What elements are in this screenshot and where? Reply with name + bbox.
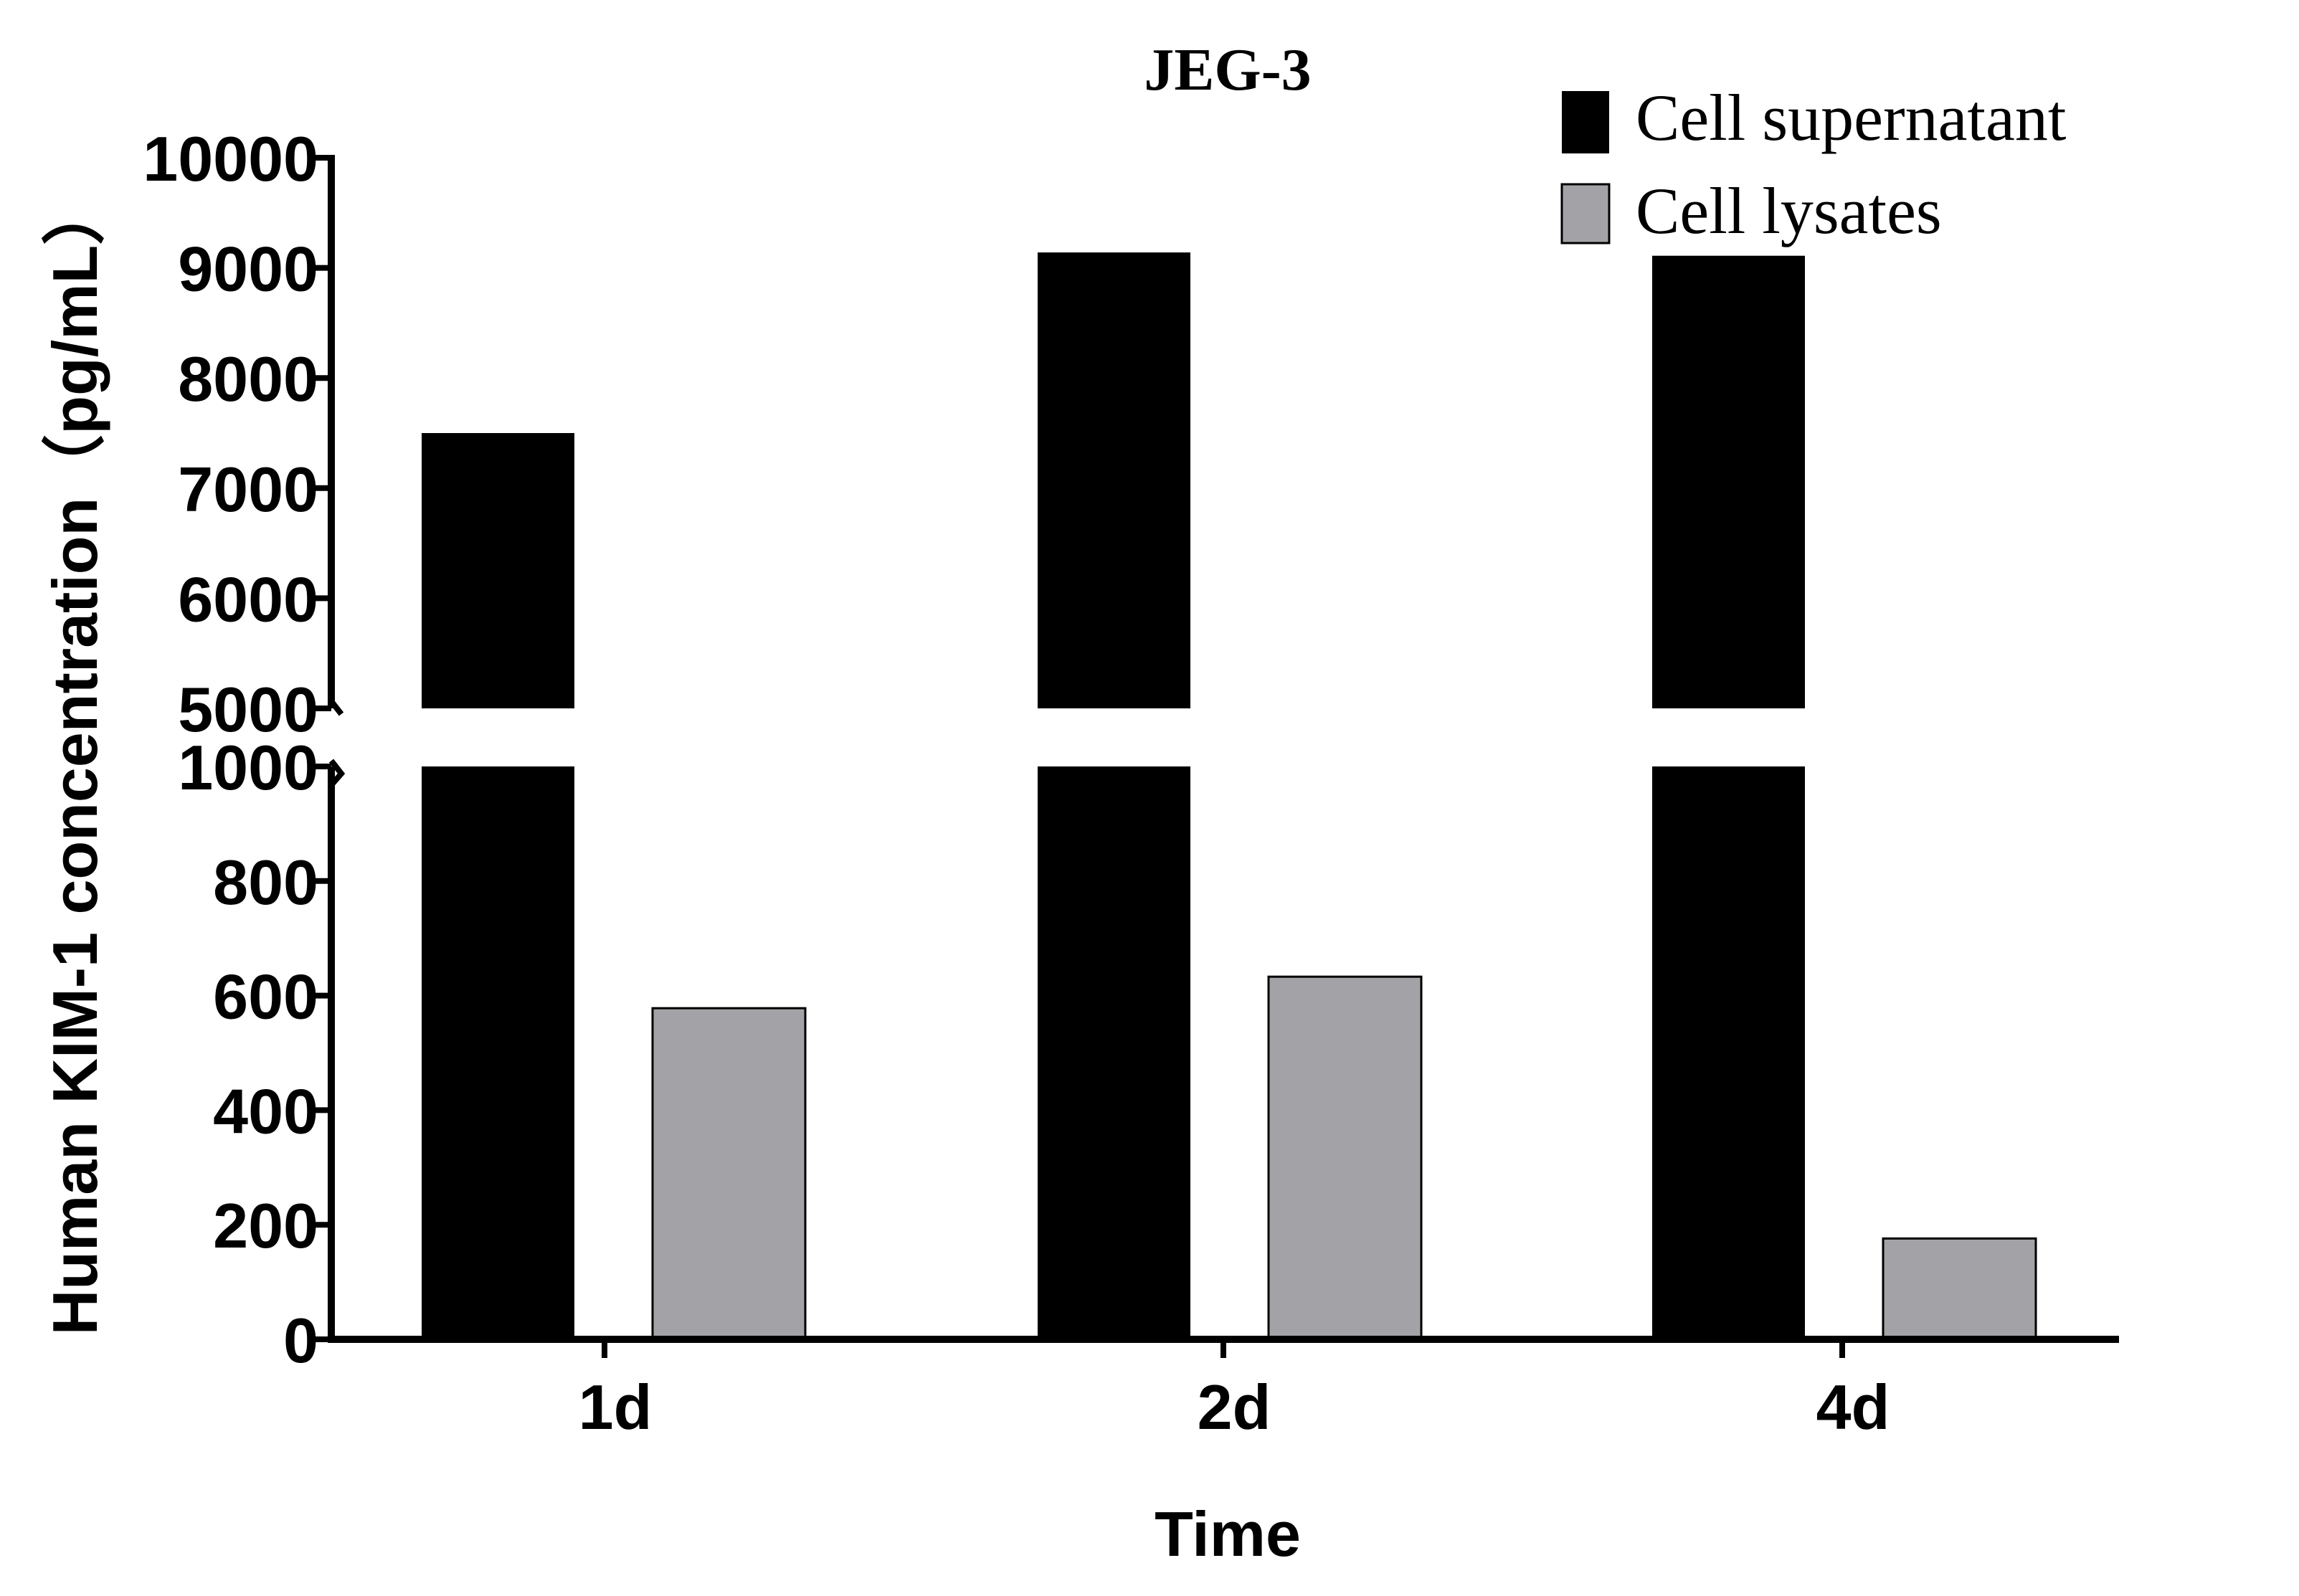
x-tick-label: 4d [1816,1372,1890,1443]
y-tick-label: 400 [213,1075,318,1146]
legend-label-lysates: Cell lysates [1636,174,1942,247]
bar-lower-1d-0 [422,766,574,1339]
legend-swatch-lysates [1560,183,1611,244]
bar-lower-4d-0 [1652,766,1805,1339]
bar-lower-2d-0 [1038,766,1190,1339]
legend: Cell supernatant Cell lysates [1560,81,2067,247]
bar-2d-1 [1267,975,1423,1341]
axis-break-mark-upper [328,699,344,716]
y-tick-label: 7000 [178,454,318,525]
y-tick-label: 10000 [143,123,318,194]
axis-break-mark-lower [328,759,346,787]
y-tick-label: 6000 [178,564,318,635]
x-axis-label: Time [1155,1498,1301,1569]
y-axis-label: Human KIM-1 concentration（pg/mL） [39,182,110,1336]
bar-upper-2d-0 [1038,252,1190,708]
y-tick-label: 1000 [178,732,318,803]
y-tick-label: 5000 [178,674,318,745]
bar-4d-1 [1882,1237,2037,1341]
y-tick-label: 800 [213,847,318,918]
chart-title: JEG-3 [1144,37,1311,103]
y-tick-label: 8000 [178,343,318,414]
legend-label-supernatant: Cell supernatant [1636,81,2067,154]
y-tick-label: 200 [213,1190,318,1261]
legend-swatch-supernatant [1562,91,1609,153]
bar-upper-4d-0 [1652,255,1805,709]
bar-upper-1d-0 [422,433,574,708]
x-tick-label: 1d [579,1372,653,1443]
y-tick-label: 0 [283,1305,318,1376]
y-tick-label: 9000 [178,234,318,305]
bar-1d-1 [651,1007,807,1341]
x-tick-label: 2d [1198,1372,1271,1443]
y-tick-label: 600 [213,961,318,1032]
